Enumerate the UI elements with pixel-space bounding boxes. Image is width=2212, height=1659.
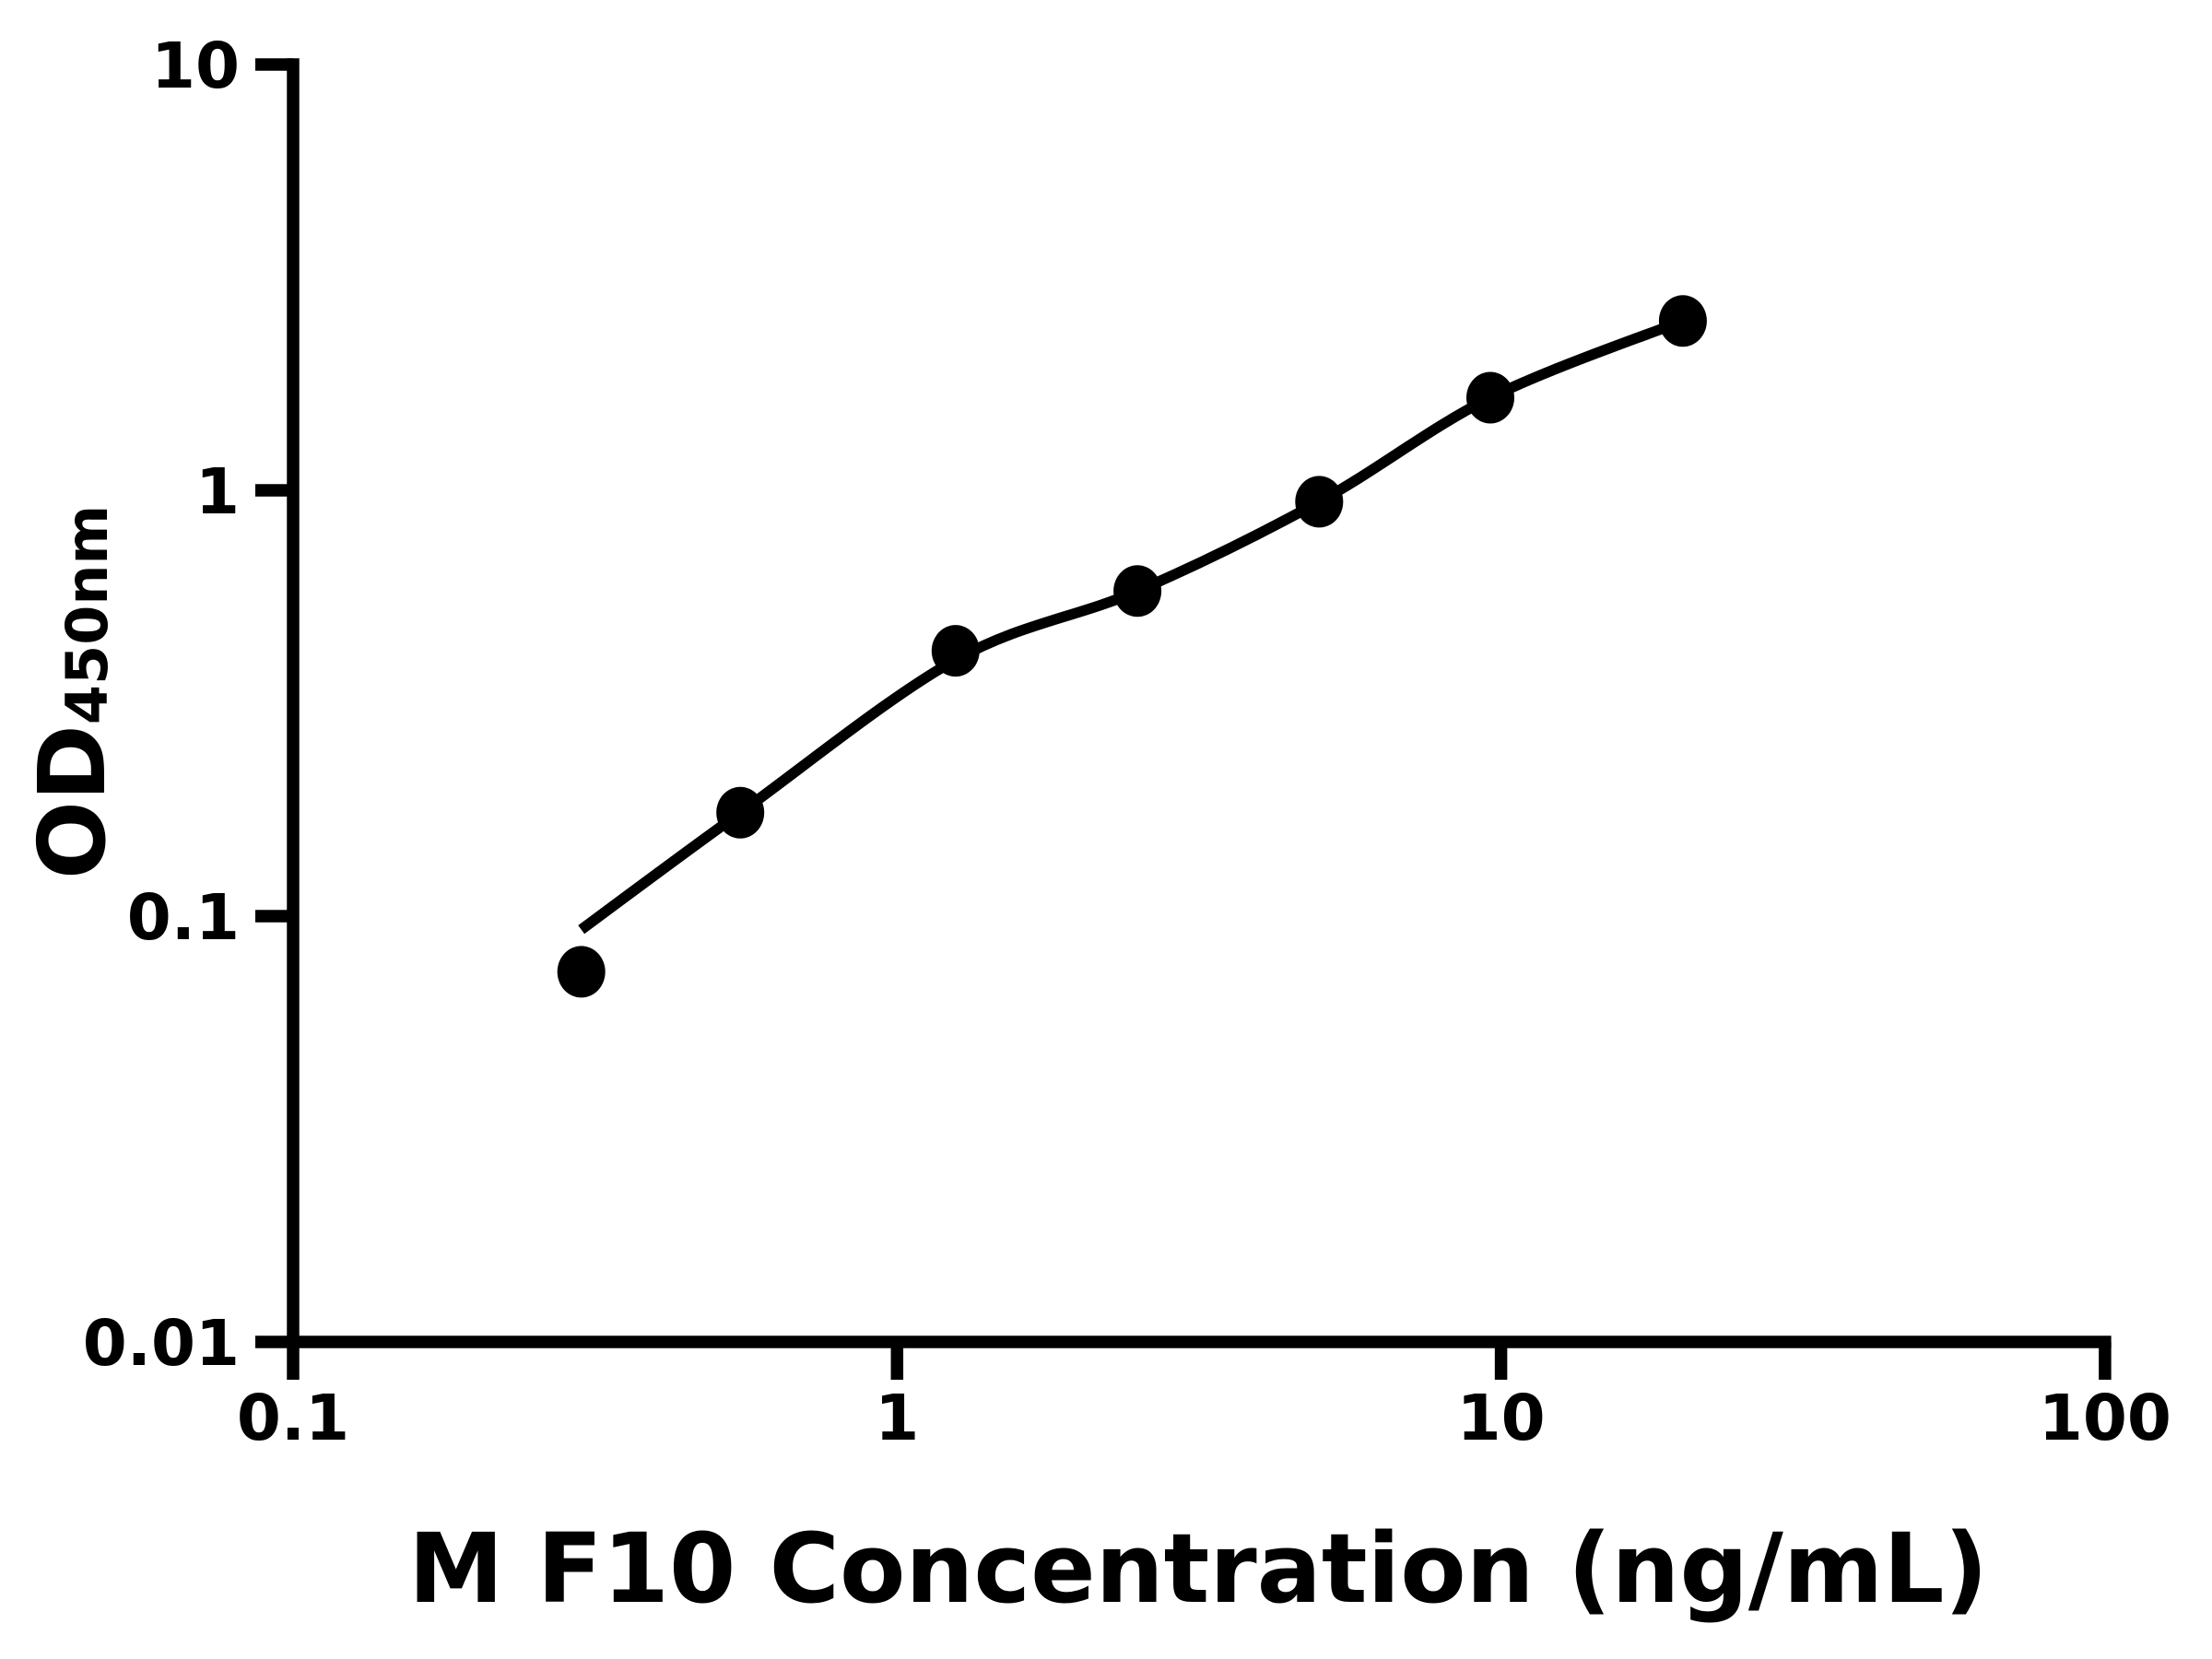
x-axis-tick-labels: 0.1 1 10 100	[237, 1382, 2171, 1455]
x-tick-label-100: 100	[2039, 1382, 2171, 1455]
y-tick-label-10: 10	[151, 29, 240, 103]
data-point	[716, 786, 765, 839]
data-point	[1466, 371, 1514, 424]
y-axis-title: OD450nm	[18, 505, 126, 879]
data-point	[1295, 476, 1344, 528]
y-axis-title-sub: 450nm	[53, 505, 121, 724]
data-point	[1113, 565, 1162, 618]
y-axis-ticks	[255, 58, 293, 1348]
x-tick-label-10: 10	[1457, 1382, 1546, 1455]
x-tick-label-1: 1	[875, 1382, 919, 1455]
svg-text:OD450nm: OD450nm	[18, 505, 126, 879]
data-point	[1658, 295, 1707, 347]
x-tick-label-0.1: 0.1	[237, 1382, 349, 1455]
y-axis-tick-labels: 0.01 0.1 1 10	[83, 29, 240, 1381]
y-tick-label-0.01: 0.01	[83, 1307, 240, 1381]
data-point	[557, 946, 606, 998]
y-axis-title-main: OD	[18, 724, 126, 879]
data-points	[557, 295, 1707, 998]
y-tick-label-1: 1	[195, 455, 240, 529]
x-axis-title: M F10 Concentration (ng/mL)	[408, 1512, 1988, 1625]
y-tick-label-0.1: 0.1	[127, 881, 240, 955]
data-point	[931, 625, 980, 677]
x-axis-ticks	[287, 1342, 2112, 1380]
